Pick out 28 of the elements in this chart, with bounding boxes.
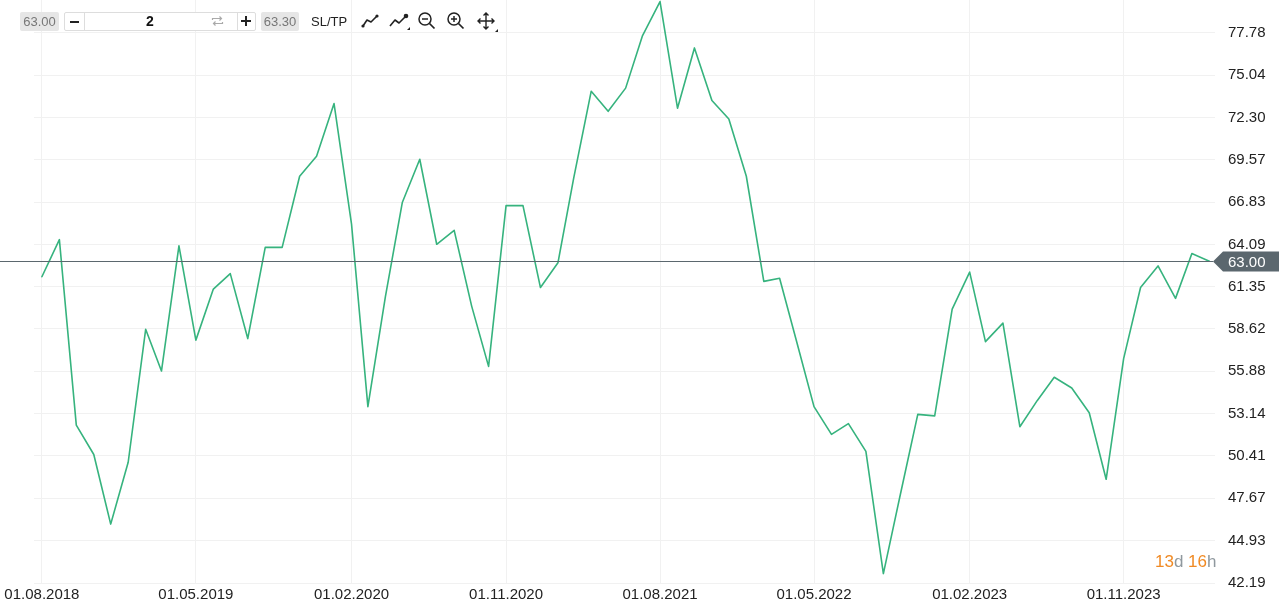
ref-line-label: 63.00: [1228, 252, 1266, 270]
y-tick-label: 42.19: [1228, 573, 1266, 591]
x-tick-label: 01.11.2020: [469, 585, 544, 602]
y-tick-label: 77.78: [1228, 22, 1266, 40]
y-tick-label: 50.41: [1228, 446, 1266, 464]
y-tick-label: 75.04: [1228, 65, 1266, 83]
y-tick-label: 64.09: [1228, 234, 1266, 252]
annotation: 2: [145, 12, 155, 31]
y-tick-label: 58.62: [1228, 319, 1266, 337]
y-tick-label: 53.14: [1228, 403, 1266, 421]
y-tick-label: 44.93: [1228, 530, 1266, 548]
y-tick-label: 55.88: [1228, 361, 1266, 379]
price-button: 63.00: [20, 12, 59, 31]
x-tick-label: 01.02.2020: [313, 585, 390, 602]
y-tick-label: 61.35: [1228, 276, 1266, 294]
x-tick-label: 01.08.2021: [622, 585, 698, 602]
x-tick-label: 01.11.2023: [1086, 585, 1161, 602]
annotation: 13d 16h: [1155, 552, 1217, 571]
y-tick-label: 47.67: [1228, 488, 1266, 506]
x-tick-label: 01.02.2023: [932, 585, 1008, 602]
y-tick-label: 69.57: [1228, 149, 1266, 167]
annotation: SL/TP: [311, 13, 348, 31]
x-tick-label: 01.08.2018: [4, 585, 80, 602]
x-tick-label: 01.05.2022: [776, 585, 852, 602]
x-tick-label: 01.05.2019: [158, 585, 234, 602]
y-tick-label: 66.83: [1228, 192, 1266, 210]
y-tick-label: 72.30: [1228, 107, 1266, 125]
price-button: 63.30: [261, 12, 299, 31]
